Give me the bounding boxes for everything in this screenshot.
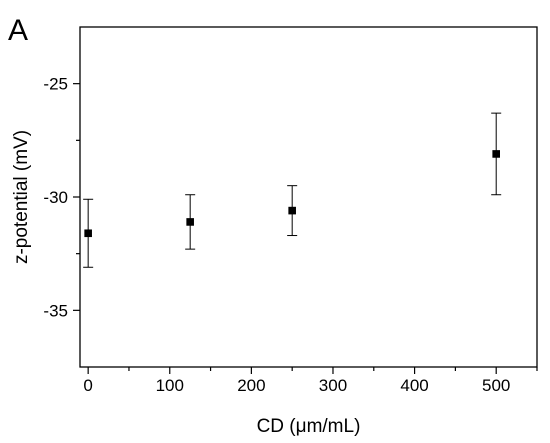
tick-labels: 0 100 200 300 400 500 -25 -30 -35: [43, 75, 510, 395]
y-tick-label: -30: [43, 188, 68, 207]
y-tick-label: -35: [43, 301, 68, 320]
axis-ticks: [73, 83, 538, 374]
x-axis-title: CD (μm/mL): [257, 416, 361, 437]
x-tick-label: 0: [83, 376, 92, 395]
x-tick-label: 500: [482, 376, 510, 395]
data-point: [492, 150, 500, 158]
data-point: [288, 206, 296, 215]
data-point: [84, 229, 92, 238]
x-tick-label: 100: [156, 376, 184, 395]
data-point: [186, 218, 194, 226]
panel-label: A: [8, 14, 28, 47]
data-points: [84, 150, 500, 238]
error-bars: [83, 112, 502, 268]
x-tick-label: 300: [319, 376, 347, 395]
y-tick-label: -25: [43, 75, 68, 94]
plot-frame: [79, 26, 538, 368]
x-tick-label: 200: [237, 376, 265, 395]
y-axis-title: z-potential (mV): [11, 130, 32, 264]
x-tick-label: 400: [400, 376, 428, 395]
